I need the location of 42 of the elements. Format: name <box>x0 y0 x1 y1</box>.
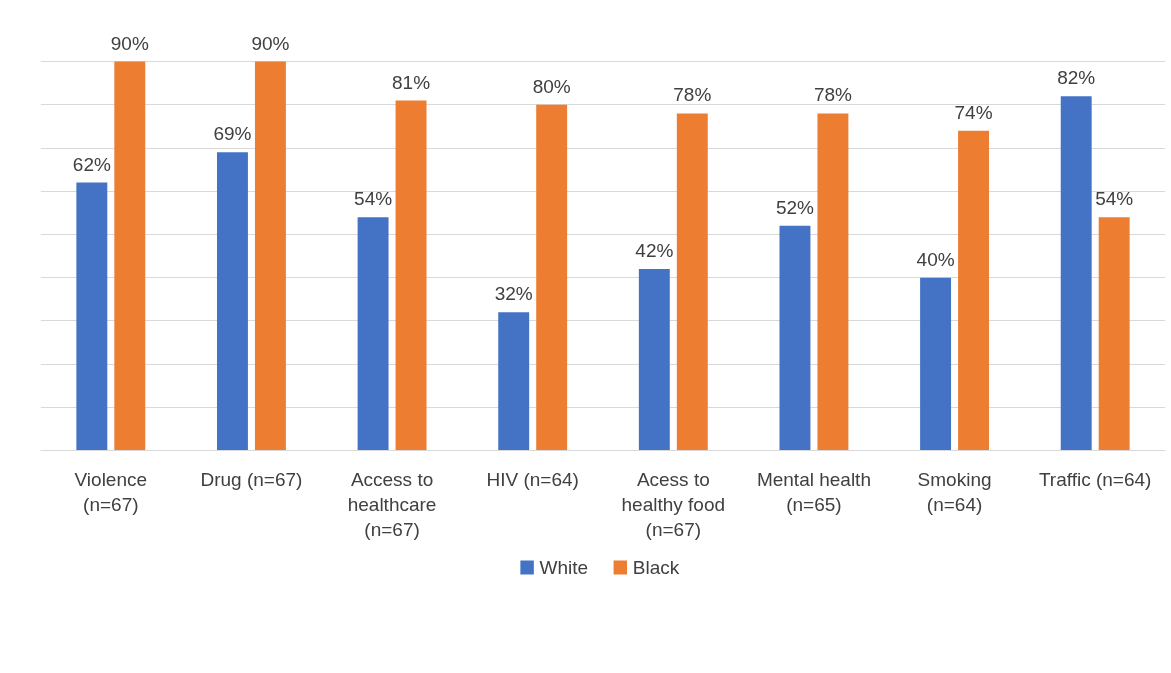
data-label: 74% <box>954 101 993 123</box>
data-label: 40% <box>916 248 955 270</box>
legend-label: Black <box>632 557 680 578</box>
legend-label: White <box>539 557 589 578</box>
data-label: 78% <box>813 84 853 106</box>
bar <box>1060 96 1092 451</box>
bar <box>779 225 811 451</box>
bar <box>817 113 849 451</box>
x-tick-label: HIV (n=64) <box>486 468 579 490</box>
x-tick-label: Smoking (n=64) <box>917 468 992 515</box>
bar <box>536 104 568 451</box>
data-label: 69% <box>213 123 252 145</box>
bar <box>254 61 286 451</box>
data-label: 54% <box>1095 188 1134 210</box>
data-label: 52% <box>775 196 815 218</box>
data-label: 32% <box>494 283 533 305</box>
data-label: 90% <box>110 32 149 54</box>
data-label: 81% <box>392 71 431 93</box>
x-tick-label: Violence (n=67) <box>74 468 148 515</box>
data-label: 90% <box>251 32 290 54</box>
data-label: 42% <box>635 240 674 262</box>
x-tick-label: Drug (n=67) <box>200 468 303 490</box>
x-tick-label: Mental health (n=65) <box>756 468 871 515</box>
bar <box>114 61 146 451</box>
data-label: 82% <box>1057 67 1096 89</box>
bar <box>498 312 530 451</box>
bar <box>1098 217 1130 451</box>
bar <box>958 130 990 451</box>
x-tick-label: Access to healthcare (n=67) <box>347 468 437 540</box>
bar <box>216 152 248 451</box>
x-tick-label: Traffic (n=64) <box>1038 468 1152 490</box>
bar <box>920 277 952 451</box>
data-label: 62% <box>72 153 111 175</box>
data-label: 54% <box>354 188 393 210</box>
bar <box>638 269 670 451</box>
bar <box>357 217 389 451</box>
bar <box>395 100 427 451</box>
data-label: 78% <box>673 84 712 106</box>
bar <box>76 182 108 451</box>
bar <box>676 113 708 451</box>
data-label: 80% <box>532 75 571 97</box>
x-tick-label: Acess to healthy food (n=67) <box>621 468 726 540</box>
